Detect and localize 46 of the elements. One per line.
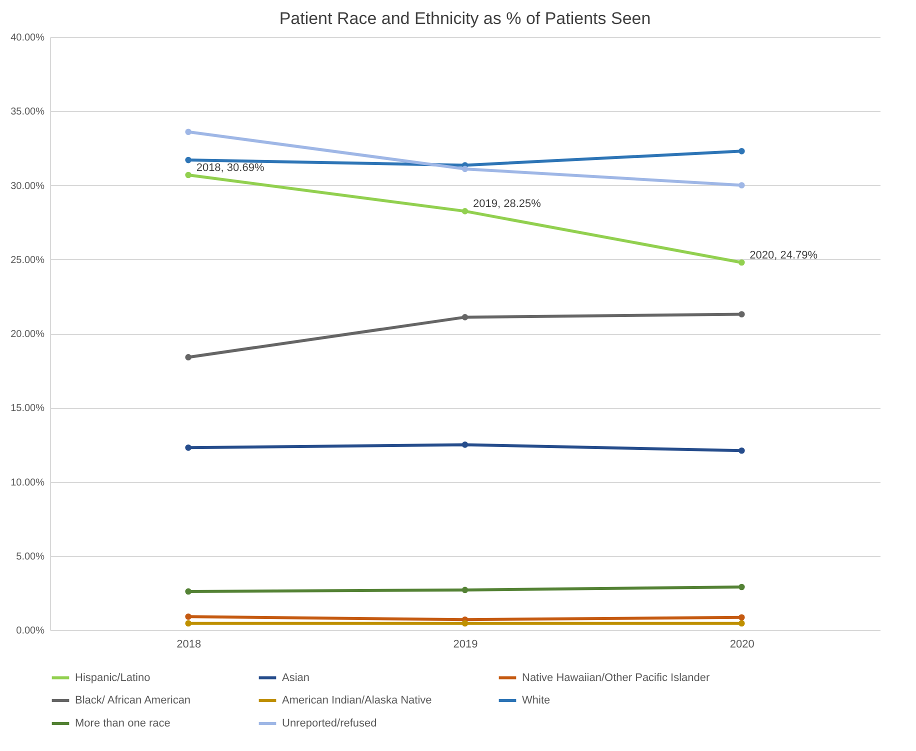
point [738,614,745,621]
legend-label: American Indian/Alaska Native [282,694,432,706]
y-tick-label: 15.00% [10,403,45,414]
point [462,442,468,448]
y-tick-label: 5.00% [16,551,45,562]
legend-label: Native Hawaiian/Other Pacific Islander [522,672,710,684]
data-label: 2018, 30.69% [196,162,264,174]
point [738,148,745,154]
y-tick-label: 25.00% [10,254,45,266]
point [462,620,468,626]
point [185,614,192,620]
legend-label: Black/ African American [75,694,191,706]
legend-label: White [522,694,550,706]
point [462,586,468,594]
point [738,447,745,454]
point [738,182,745,188]
y-tick-label: 35.00% [10,106,45,118]
point [462,166,468,172]
point [185,620,192,626]
chart-title: Patient Race and Ethnicity as % of Patients Seen [279,9,651,28]
point [738,620,745,626]
legend-label: Unreported/refused [282,718,377,730]
point [462,208,468,214]
point [738,259,745,266]
x-tick-label: 2020 [730,638,754,650]
point [738,584,745,590]
y-tick-label: 10.00% [10,477,45,488]
point [185,172,192,178]
y-tick-label: 40.00% [10,32,45,44]
x-tick-label: 2018 [176,638,202,650]
legend-label: Hispanic/Latino [75,672,150,684]
legend-label: Asian [282,672,310,684]
y-tick-label: 0.00% [16,626,45,636]
point [185,588,192,595]
data-label: 2019, 28.25% [473,198,542,210]
point [738,311,745,318]
point [185,354,192,360]
point [185,156,192,164]
data-label: 2020, 24.79% [750,249,818,262]
legend-label: More than one race [75,718,170,730]
y-tick-label: 30.00% [10,180,45,192]
point [185,128,192,136]
y-tick-label: 20.00% [10,329,45,340]
x-tick-label: 2019 [453,638,478,650]
point [462,314,468,320]
point [185,444,192,451]
